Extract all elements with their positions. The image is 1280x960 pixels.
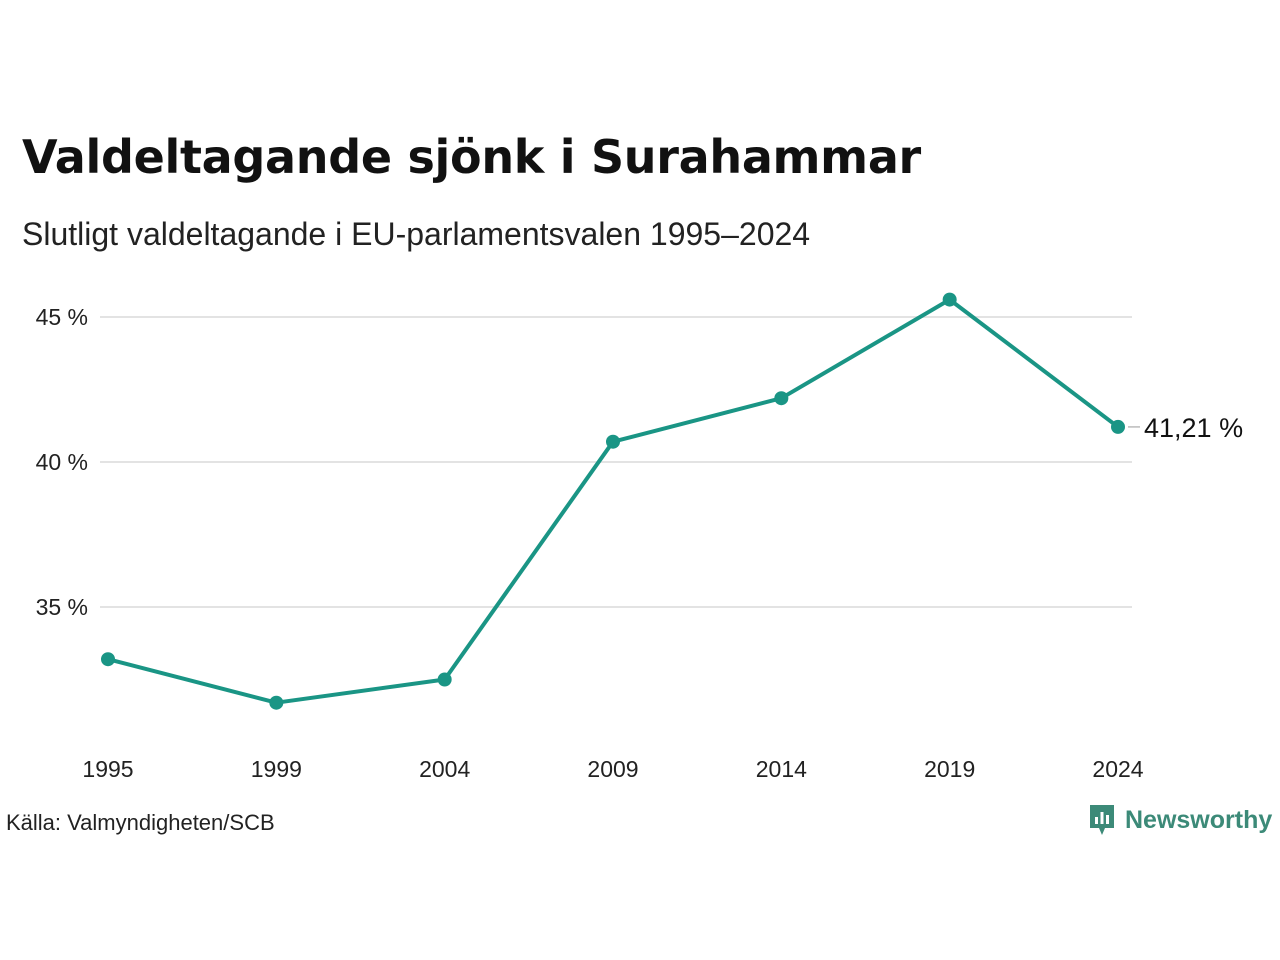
source-note: Källa: Valmyndigheten/SCB <box>6 810 275 835</box>
brand-logo: Newsworthy <box>1087 802 1272 838</box>
data-point <box>1111 419 1125 434</box>
series-line <box>106 297 1120 705</box>
line-chart: 35 % 40 % 45 % 1995 1999 2004 2009 2014 2019 2024… <box>36 292 1243 782</box>
x-tick-label: 2004 <box>419 756 470 782</box>
x-tick-label: 2024 <box>1092 756 1143 782</box>
x-tick-label: 2014 <box>756 756 807 782</box>
chart-subtitle: Slutligt valdeltagande i EU-parlamentsva… <box>22 216 811 252</box>
y-tick-label: 45 % <box>36 304 88 330</box>
data-point <box>101 652 115 667</box>
data-point <box>774 391 789 406</box>
x-tick-label: 2019 <box>924 756 975 782</box>
data-point <box>606 434 620 449</box>
end-value-label: 41,21 % <box>1144 413 1243 443</box>
x-tick-label: 2009 <box>587 756 638 782</box>
x-tick-label: 1995 <box>82 756 133 782</box>
newsworthy-logo-icon <box>1087 802 1117 838</box>
data-point <box>269 695 284 710</box>
brand-name: Newsworthy <box>1125 805 1273 834</box>
x-tick-label: 1999 <box>251 756 302 782</box>
data-point <box>942 292 957 307</box>
y-tick-label: 40 % <box>36 449 88 475</box>
chart-title: Valdeltagande sjönk i Surahammar <box>22 130 921 184</box>
data-point <box>437 672 452 687</box>
y-tick-label: 35 % <box>36 594 88 620</box>
